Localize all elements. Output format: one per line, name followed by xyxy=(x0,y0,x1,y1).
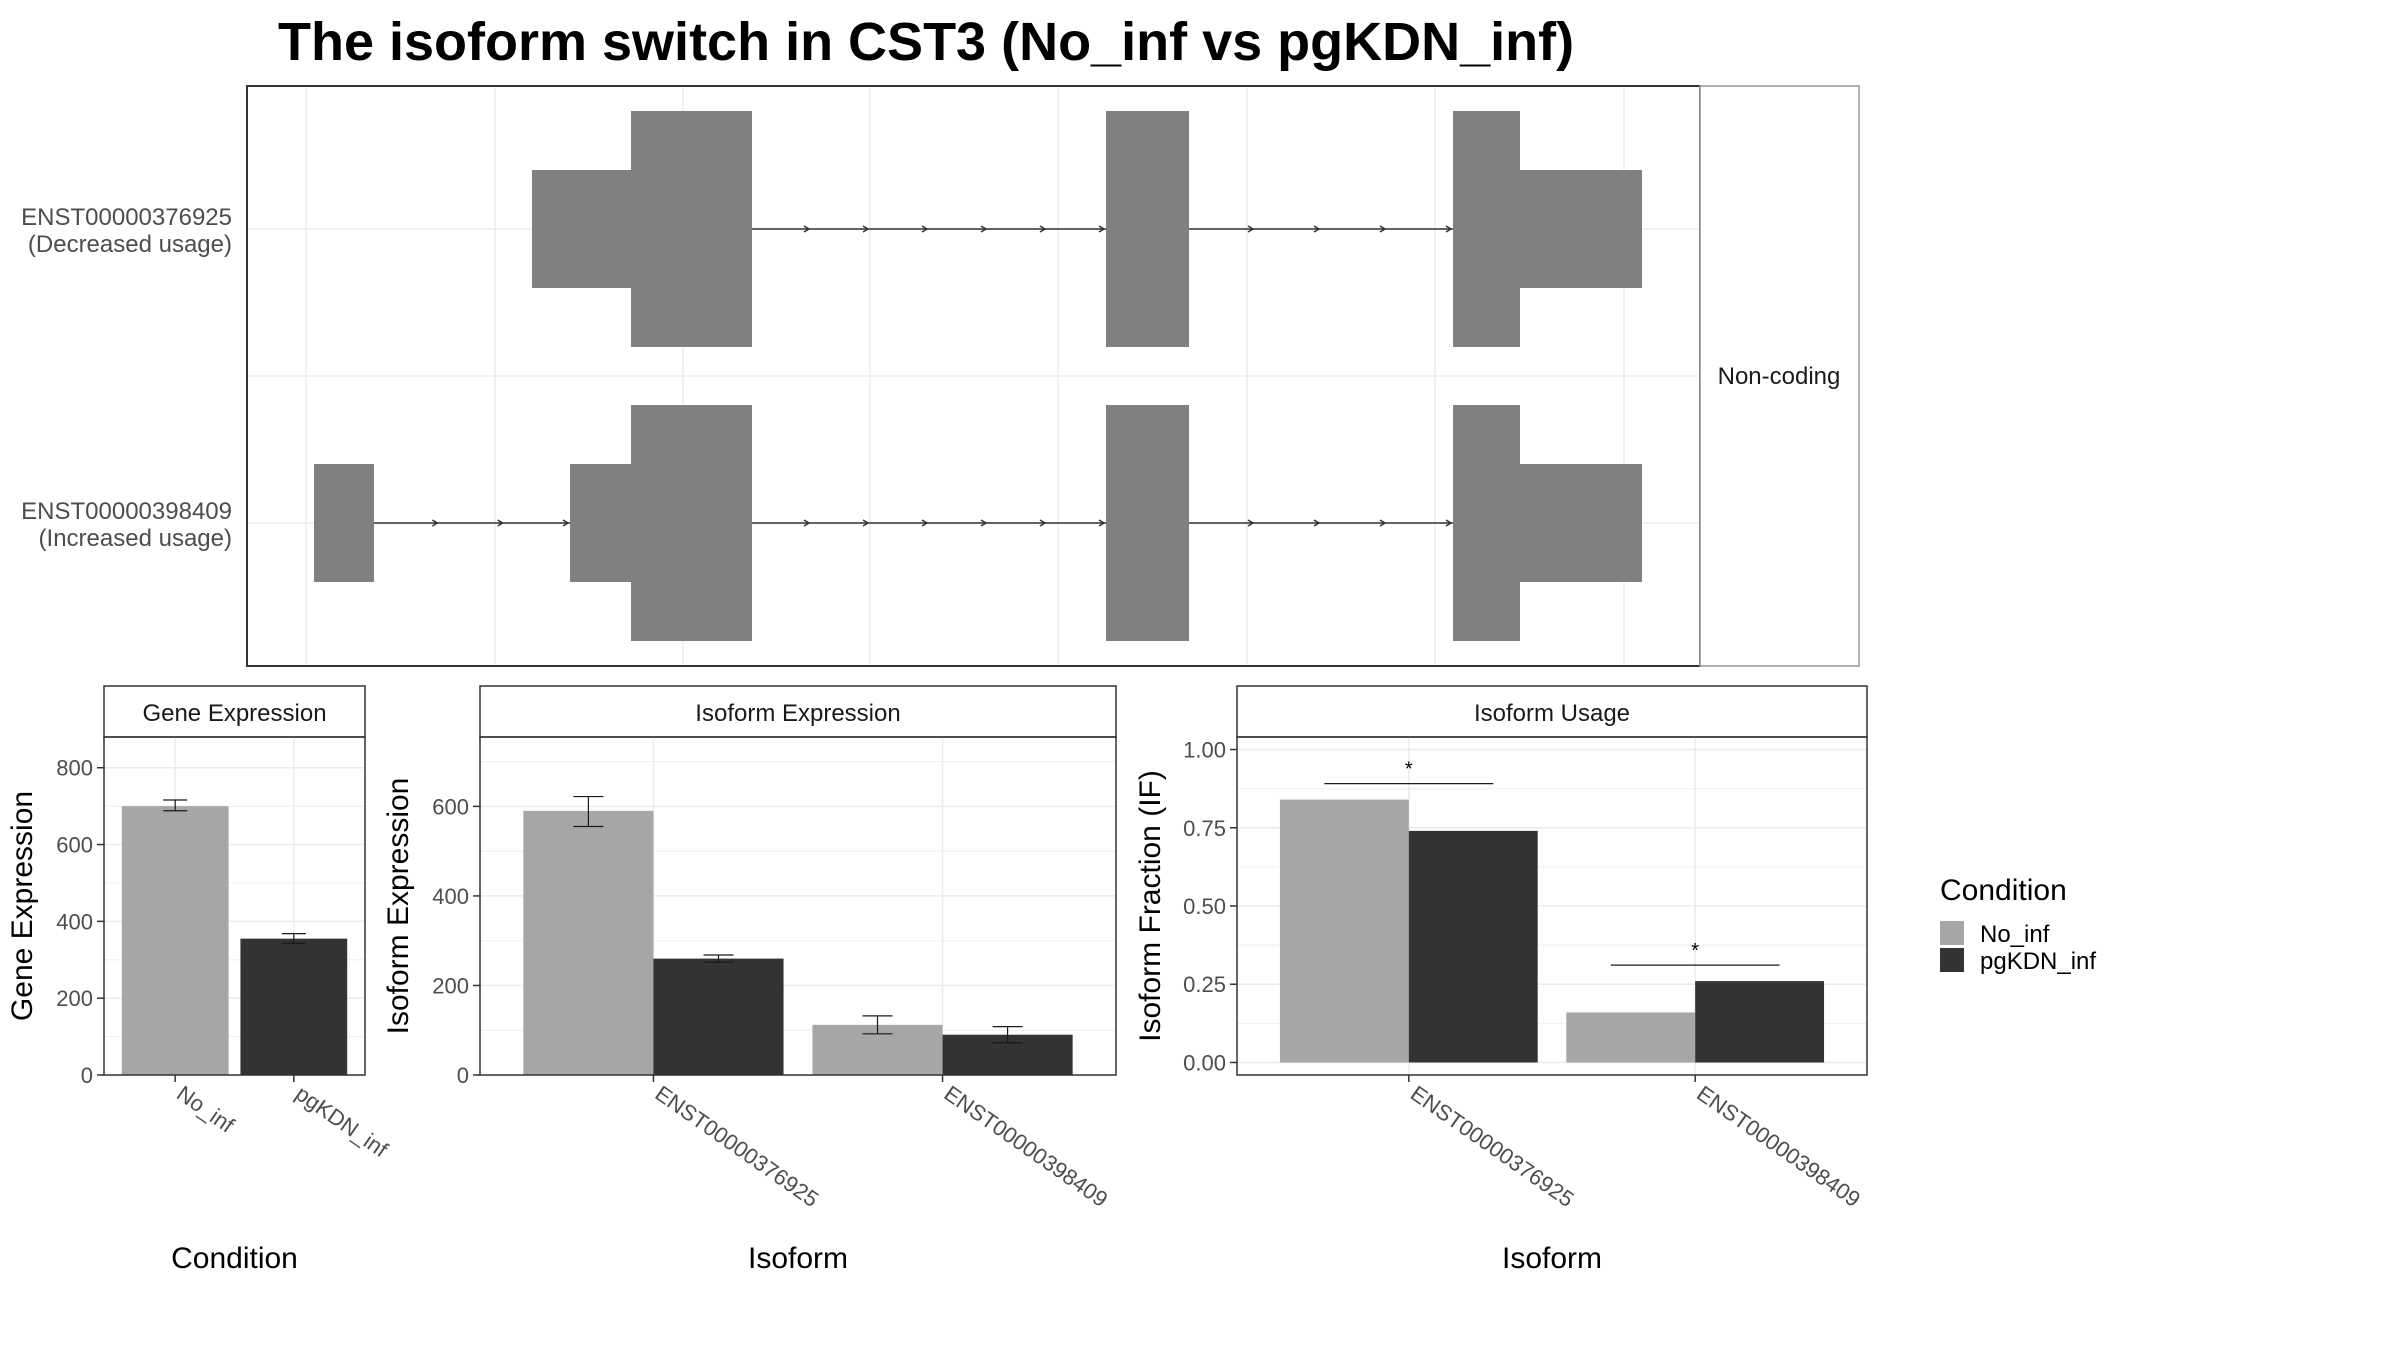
coding-exon xyxy=(631,405,752,641)
gene-structure-panel: Non-coding ENST00000376925 (Decreased us… xyxy=(21,85,1860,667)
intron-arrow xyxy=(1445,225,1453,233)
isoform-label-1-id: ENST00000376925 xyxy=(21,204,232,231)
legend-swatch-no-inf xyxy=(1940,921,1964,945)
intron-arrow xyxy=(1098,225,1106,233)
x-tick-label: ENST00000376925 xyxy=(651,1081,824,1212)
legend-label-pgkdn-inf: pgKDN_inf xyxy=(1980,948,2096,975)
y-tick-label: 600 xyxy=(432,794,469,819)
y-axis-title: Gene Expression xyxy=(6,791,39,1021)
y-tick-label: 1.00 xyxy=(1183,738,1226,763)
panel-strip-title: Isoform Expression xyxy=(695,700,900,727)
y-axis-title: Isoform Fraction (IF) xyxy=(1134,770,1167,1042)
x-axis-title: Condition xyxy=(171,1242,298,1275)
panel-frame xyxy=(479,736,1117,1076)
intron-arrow xyxy=(803,519,811,527)
intron-arrow xyxy=(1313,519,1321,527)
coding-exon xyxy=(1106,405,1189,641)
panel-strip xyxy=(1236,685,1868,738)
y-axis-title: Isoform Expression xyxy=(382,778,415,1035)
y-tick-label: 0.25 xyxy=(1183,972,1226,997)
legend-label-no-inf: No_inf xyxy=(1980,921,2050,948)
x-tick-label: ENST00000398409 xyxy=(940,1081,1113,1212)
x-axis-title: Isoform xyxy=(1502,1242,1602,1275)
legend-title: Condition xyxy=(1940,874,2067,907)
intron-arrow xyxy=(980,519,988,527)
intron-arrow xyxy=(862,519,870,527)
y-tick-label: 0.75 xyxy=(1183,816,1226,841)
gene-expression-panel: Gene Expression 0 200 400 600 800 No_inf pgKDN_… xyxy=(6,685,393,1275)
panel-strip xyxy=(479,685,1117,738)
significance-marker: * xyxy=(1691,940,1699,962)
x-tick-label: pgKDN_inf xyxy=(291,1081,393,1163)
isoform-usage-panel: Isoform Usage 0.00 0.25 0.50 0.75 1.00 * * ENST0… xyxy=(1134,685,1868,1275)
intron-arrow xyxy=(921,519,929,527)
y-tick-label: 0.50 xyxy=(1183,894,1226,919)
bar-pgkdn-inf xyxy=(240,938,348,1075)
coding-exon xyxy=(1106,111,1189,347)
bar-no-inf xyxy=(121,806,229,1075)
figure-title: The isoform switch in CST3 (No_inf vs pg… xyxy=(278,12,1574,72)
intron-arrow xyxy=(1379,225,1387,233)
bar-pgkdn-inf xyxy=(1408,830,1538,1063)
panel-strip xyxy=(103,685,366,738)
isoform-label-1-note: (Decreased usage) xyxy=(28,231,232,258)
intron-arrow xyxy=(431,519,439,527)
structure-introns xyxy=(374,225,1453,527)
intron-arrow xyxy=(921,225,929,233)
x-tick-label: ENST00000376925 xyxy=(1406,1081,1579,1212)
structure-facet-strip xyxy=(1699,85,1860,667)
isoform-label-2-note: (Increased usage) xyxy=(39,525,232,552)
intron-arrow xyxy=(1445,519,1453,527)
intron-arrow xyxy=(1247,519,1255,527)
bar-no-inf xyxy=(523,810,654,1075)
y-tick-label: 200 xyxy=(432,973,469,998)
coding-exon xyxy=(1453,405,1520,641)
utr-exon xyxy=(570,464,631,582)
intron-arrow xyxy=(862,225,870,233)
y-tick-label: 0.00 xyxy=(1183,1050,1226,1075)
facet-label-noncoding: Non-coding xyxy=(1718,363,1841,390)
x-tick-label: ENST00000398409 xyxy=(1692,1081,1865,1212)
intron-arrow xyxy=(562,519,570,527)
y-tick-label: 0 xyxy=(457,1063,469,1088)
legend: Condition No_inf pgKDN_inf xyxy=(1940,874,2096,975)
y-tick-label: 400 xyxy=(432,884,469,909)
panel-frame xyxy=(103,736,366,1076)
bar-pgkdn-inf xyxy=(1695,981,1825,1063)
x-tick-label: No_inf xyxy=(172,1081,239,1138)
structure-exons xyxy=(314,111,1642,641)
y-tick-label: 600 xyxy=(56,833,93,858)
bar-no-inf xyxy=(1566,1012,1696,1063)
intron-arrow xyxy=(1313,225,1321,233)
intron-arrow xyxy=(1247,225,1255,233)
intron-arrow xyxy=(1379,519,1387,527)
intron-arrow xyxy=(980,225,988,233)
panel-strip-title: Gene Expression xyxy=(142,700,326,727)
panel-frame xyxy=(1236,736,1868,1076)
utr-exon xyxy=(314,464,374,582)
isoform-label-2-id: ENST00000398409 xyxy=(21,498,232,525)
panel-strip-title: Isoform Usage xyxy=(1474,700,1630,727)
y-tick-label: 200 xyxy=(56,986,93,1011)
significance-marker: * xyxy=(1405,759,1413,781)
coding-exon xyxy=(631,111,752,347)
y-tick-label: 400 xyxy=(56,909,93,934)
intron-arrow xyxy=(803,225,811,233)
x-axis-title: Isoform xyxy=(748,1242,848,1275)
bar-pgkdn-inf xyxy=(653,958,784,1075)
intron-arrow xyxy=(1039,225,1047,233)
bar-no-inf xyxy=(1279,799,1409,1063)
y-tick-label: 800 xyxy=(56,756,93,781)
utr-exon xyxy=(532,170,631,288)
intron-arrow xyxy=(497,519,505,527)
intron-arrow xyxy=(1039,519,1047,527)
legend-swatch-pgkdn-inf xyxy=(1940,948,1964,972)
y-tick-label: 0 xyxy=(81,1063,93,1088)
intron-arrow xyxy=(1098,519,1106,527)
isoform-expression-panel: Isoform Expression 0 200 400 600 ENST00000376… xyxy=(382,685,1117,1275)
coding-exon xyxy=(1453,111,1520,347)
